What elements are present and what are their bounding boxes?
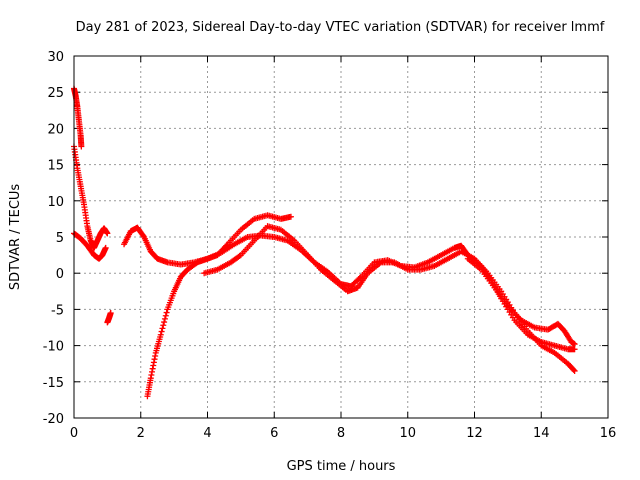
series-track-low-start	[71, 230, 109, 262]
x-tick-label: 12	[466, 426, 483, 441]
data-point	[157, 331, 164, 338]
y-tick-label: 0	[56, 267, 64, 282]
data-point	[571, 367, 578, 374]
x-tick-label: 2	[137, 426, 145, 441]
data-point	[571, 346, 578, 353]
data-point	[107, 310, 114, 317]
data-point	[287, 213, 294, 220]
y-tick-label: -10	[43, 340, 64, 355]
y-tick-label: -20	[43, 412, 64, 427]
series-track-initial-vertical	[71, 85, 85, 150]
y-tick-label: 10	[47, 195, 64, 210]
plot-area-border	[73, 55, 609, 419]
y-tick-label: 25	[47, 86, 64, 101]
data-point	[571, 341, 578, 348]
x-tick-label: 16	[600, 426, 617, 441]
data-point	[163, 309, 170, 316]
y-tick-label: 15	[47, 159, 64, 174]
series-track-steep-climb	[144, 212, 294, 400]
data-point	[102, 244, 109, 251]
x-tick-label: 10	[399, 426, 416, 441]
series-track-isolated-dip	[104, 310, 114, 326]
y-axis-label: SDTVAR / TECUs	[8, 184, 23, 291]
data-points	[71, 85, 578, 400]
data-point	[78, 143, 85, 150]
series-track-upper-late	[464, 255, 578, 348]
axis-ticks: 0 2 4 6 8 10 12 14 16 -20 -15 -10 -5 0 5 10 15 20 25 30	[43, 50, 617, 441]
data-point	[161, 315, 168, 322]
chart-title: Day 281 of 2023, Sidereal Day-to-day VTE…	[76, 20, 605, 35]
x-tick-label: 14	[533, 426, 550, 441]
y-tick-label: 5	[56, 231, 64, 246]
series-track-upper-main	[71, 143, 111, 251]
x-tick-label: 6	[270, 426, 278, 441]
y-tick-label: 30	[47, 50, 64, 65]
x-tick-label: 4	[203, 426, 211, 441]
data-point	[104, 230, 111, 237]
y-tick-label: -5	[51, 303, 64, 318]
grid	[74, 56, 608, 418]
x-axis-label: GPS time / hours	[287, 459, 396, 474]
y-tick-label: 20	[47, 122, 64, 137]
data-point	[159, 325, 166, 332]
data-point	[570, 367, 577, 374]
data-point	[158, 328, 165, 335]
x-tick-label: 0	[70, 426, 78, 441]
data-point	[236, 253, 243, 260]
data-point	[161, 319, 168, 326]
y-tick-label: -15	[43, 376, 64, 391]
data-point	[160, 322, 167, 329]
series-track-middle-band	[201, 223, 578, 374]
data-point	[162, 312, 169, 319]
x-tick-label: 8	[337, 426, 345, 441]
